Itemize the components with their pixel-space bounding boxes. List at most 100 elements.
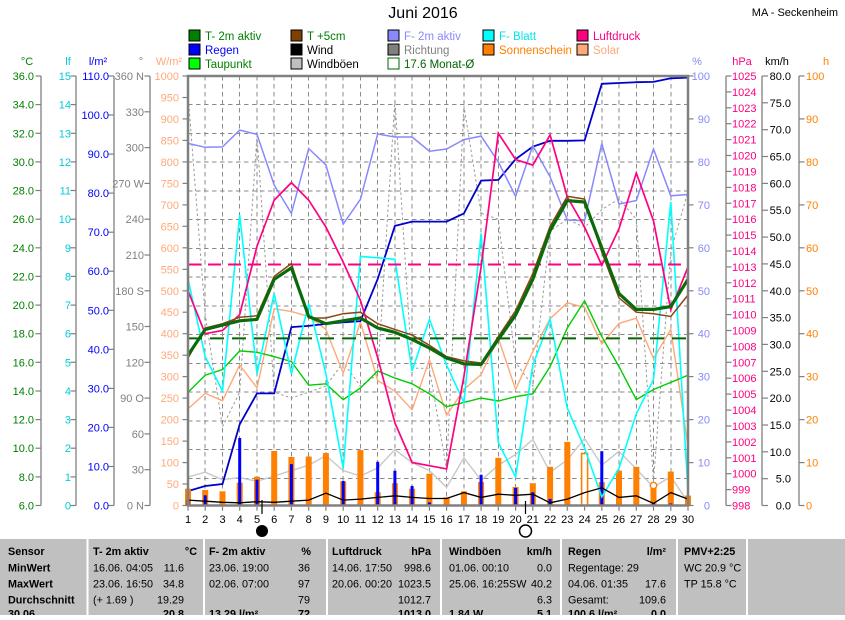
- svg-text:360 N: 360 N: [115, 71, 144, 83]
- svg-text:Solar: Solar: [593, 45, 620, 57]
- svg-text:40.2: 40.2: [531, 579, 552, 591]
- svg-text:1004: 1004: [732, 405, 756, 417]
- svg-text:10: 10: [698, 458, 710, 470]
- svg-text:9: 9: [65, 243, 71, 255]
- svg-text:13: 13: [389, 514, 401, 526]
- svg-text:1015: 1015: [732, 230, 756, 242]
- svg-text:23.06. 16:50: 23.06. 16:50: [93, 579, 153, 591]
- svg-text:12: 12: [59, 157, 71, 169]
- svg-text:1021: 1021: [732, 135, 756, 147]
- svg-text:MaxWert: MaxWert: [8, 579, 53, 591]
- svg-text:20.8: 20.8: [163, 609, 184, 616]
- svg-text:0: 0: [65, 501, 71, 513]
- svg-text:100.0: 100.0: [81, 110, 109, 122]
- svg-text:0.0: 0.0: [94, 501, 109, 513]
- svg-text:60.0: 60.0: [770, 178, 791, 190]
- svg-text:1016: 1016: [732, 214, 756, 226]
- svg-text:12: 12: [372, 514, 384, 526]
- svg-text:20.0: 20.0: [13, 300, 34, 312]
- svg-text:Windböen: Windböen: [449, 546, 501, 558]
- svg-text:°C: °C: [185, 546, 197, 558]
- svg-text:17: 17: [458, 514, 470, 526]
- svg-text:2: 2: [65, 443, 71, 455]
- svg-text:15.0: 15.0: [770, 420, 791, 432]
- svg-text:11.6: 11.6: [164, 563, 184, 575]
- svg-text:4: 4: [237, 514, 243, 526]
- svg-text:150: 150: [126, 322, 144, 334]
- svg-text:40: 40: [806, 329, 818, 341]
- svg-text:6: 6: [271, 514, 277, 526]
- svg-text:23: 23: [561, 514, 573, 526]
- svg-text:3: 3: [219, 514, 225, 526]
- svg-text:800: 800: [161, 157, 179, 169]
- svg-text:1012.7: 1012.7: [398, 595, 431, 607]
- svg-text:14: 14: [406, 514, 418, 526]
- svg-text:1013: 1013: [732, 262, 756, 274]
- svg-text:14.06. 17:50: 14.06. 17:50: [332, 563, 392, 575]
- svg-text:24.0: 24.0: [13, 243, 34, 255]
- svg-text:1017: 1017: [732, 198, 756, 210]
- svg-text:25.0: 25.0: [770, 366, 791, 378]
- svg-text:850: 850: [161, 135, 179, 147]
- svg-text:29: 29: [665, 514, 677, 526]
- svg-text:19.29: 19.29: [157, 595, 184, 607]
- svg-text:22.0: 22.0: [13, 271, 34, 283]
- svg-text:25: 25: [596, 514, 608, 526]
- svg-text:1013.0: 1013.0: [398, 609, 431, 616]
- svg-text:0.0: 0.0: [776, 501, 791, 513]
- svg-text:8: 8: [65, 271, 71, 283]
- svg-text:100.6 l/m²: 100.6 l/m²: [568, 609, 618, 616]
- svg-text:11: 11: [60, 186, 71, 198]
- svg-text:30: 30: [806, 372, 818, 384]
- svg-text:1: 1: [65, 472, 71, 484]
- svg-text:998.6: 998.6: [404, 563, 431, 575]
- svg-text:600: 600: [161, 243, 179, 255]
- svg-text:Sonnenschein: Sonnenschein: [499, 45, 572, 57]
- svg-text:80: 80: [806, 157, 818, 169]
- svg-text:1020: 1020: [732, 151, 756, 163]
- svg-text:Sensor: Sensor: [8, 546, 45, 558]
- svg-text:10: 10: [59, 214, 71, 226]
- svg-text:5: 5: [65, 357, 71, 369]
- svg-text:23.06. 19:00: 23.06. 19:00: [209, 563, 269, 575]
- svg-text:80.0: 80.0: [770, 71, 791, 83]
- svg-text:100: 100: [806, 71, 824, 83]
- svg-text:24: 24: [578, 514, 590, 526]
- svg-text:650: 650: [161, 221, 179, 233]
- svg-text:6.3: 6.3: [537, 595, 552, 607]
- svg-text:T- 2m aktiv: T- 2m aktiv: [93, 546, 149, 558]
- svg-text:80.0: 80.0: [88, 188, 109, 200]
- svg-text:1.84 W: 1.84 W: [449, 609, 484, 616]
- svg-text:PMV+2:25: PMV+2:25: [684, 546, 735, 558]
- svg-text:Gesamt:: Gesamt:: [568, 595, 609, 607]
- svg-text:40.0: 40.0: [770, 286, 791, 298]
- svg-text:04.06. 01:35: 04.06. 01:35: [568, 579, 628, 591]
- svg-text:100: 100: [692, 71, 710, 83]
- svg-text:W/m²: W/m²: [156, 56, 183, 68]
- svg-text:50: 50: [806, 286, 818, 298]
- svg-text:15: 15: [59, 71, 71, 83]
- svg-text:17.6 Monat-Ø: 17.6 Monat-Ø: [404, 59, 474, 71]
- svg-text:6.0: 6.0: [19, 501, 34, 513]
- svg-text:8: 8: [306, 514, 312, 526]
- svg-text:26.0: 26.0: [13, 214, 34, 226]
- svg-text:F- 2m aktiv: F- 2m aktiv: [404, 31, 461, 43]
- svg-text:14.0: 14.0: [13, 386, 34, 398]
- svg-text:950: 950: [161, 93, 179, 105]
- svg-text:1008: 1008: [732, 341, 756, 353]
- svg-text:(+ 1.69 ): (+ 1.69 ): [93, 595, 134, 607]
- svg-text:200: 200: [161, 415, 179, 427]
- svg-text:700: 700: [161, 200, 179, 212]
- svg-text:10: 10: [337, 514, 349, 526]
- svg-text:8.0: 8.0: [19, 472, 34, 484]
- svg-text:97: 97: [298, 579, 310, 591]
- svg-text:1006: 1006: [732, 373, 756, 385]
- svg-text:0.0: 0.0: [537, 563, 552, 575]
- svg-text:0 N: 0 N: [127, 501, 144, 513]
- svg-text:16.06. 04:05: 16.06. 04:05: [93, 563, 153, 575]
- svg-text:3: 3: [65, 415, 71, 427]
- svg-text:30.0: 30.0: [13, 157, 34, 169]
- svg-text:Luftdruck: Luftdruck: [593, 31, 641, 43]
- svg-text:1005: 1005: [732, 389, 756, 401]
- svg-text:79: 79: [298, 595, 310, 607]
